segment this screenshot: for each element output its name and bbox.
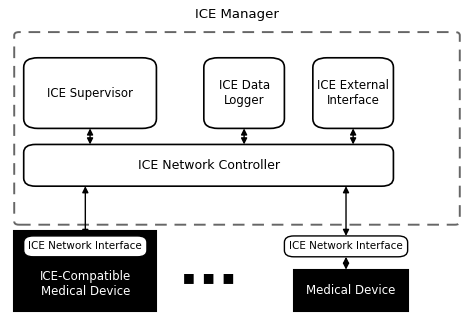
Bar <box>14 231 156 311</box>
Text: ICE Data
Logger: ICE Data Logger <box>219 79 270 107</box>
Text: ICE-Compatible
Medical Device: ICE-Compatible Medical Device <box>40 270 131 298</box>
Text: ICE Network Interface: ICE Network Interface <box>28 241 142 251</box>
Text: ICE Supervisor: ICE Supervisor <box>47 87 133 100</box>
FancyBboxPatch shape <box>204 58 284 128</box>
Text: Medical Device: Medical Device <box>306 284 395 297</box>
FancyBboxPatch shape <box>24 236 147 257</box>
Text: ICE Network Controller: ICE Network Controller <box>137 159 280 172</box>
FancyBboxPatch shape <box>284 236 408 257</box>
Text: ICE Network Interface: ICE Network Interface <box>289 241 403 251</box>
Text: ICE Manager: ICE Manager <box>195 8 279 21</box>
FancyBboxPatch shape <box>313 58 393 128</box>
FancyBboxPatch shape <box>24 144 393 186</box>
Bar <box>294 270 408 311</box>
FancyBboxPatch shape <box>24 58 156 128</box>
Text: ICE External
Interface: ICE External Interface <box>317 79 389 107</box>
Text: ■  ■  ■: ■ ■ ■ <box>183 271 234 284</box>
